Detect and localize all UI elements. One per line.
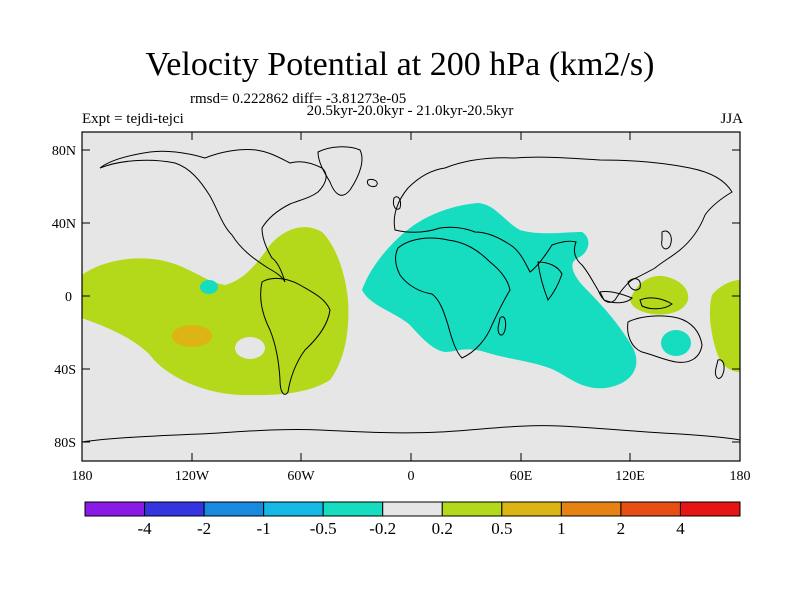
lon-label-180e: 180 (730, 469, 751, 484)
negative-region-indian-ocean (362, 203, 637, 389)
strong-positive-spot (172, 325, 212, 347)
lat-label-40s: 40S (54, 363, 76, 378)
season-label: JJA (720, 111, 743, 127)
colorbar-label-6: 0.5 (491, 519, 512, 538)
colorbar-label-1: -2 (197, 519, 211, 538)
subtitle-label: 20.5kyr-20.0kyr - 21.0kyr-20.5kyr (306, 103, 514, 119)
colorbar-box-10 (679, 501, 741, 517)
lat-label-80s: 80S (54, 436, 76, 451)
colorbar-label-2: -1 (257, 519, 271, 538)
colorbar-box-8 (560, 501, 622, 517)
colorbar-box-2 (203, 501, 265, 517)
colorbar-box-3 (263, 501, 324, 517)
colorbar-label-0: -4 (137, 519, 152, 538)
colorbar-box-7 (501, 501, 562, 517)
colorbar-label-8: 2 (617, 519, 626, 538)
lat-label-40n: 40N (52, 217, 76, 232)
lon-label-180w: 180 (72, 469, 93, 484)
lon-label-120e: 120E (615, 469, 645, 484)
colorbar-box-6 (441, 501, 503, 517)
lat-label-0: 0 (65, 290, 72, 305)
lon-label-0: 0 (408, 469, 415, 484)
positive-region-west-pacific (630, 275, 689, 315)
colorbar-label-5: 0.2 (432, 519, 453, 538)
lon-axis (81, 132, 741, 461)
colorbar-label-7: 1 (557, 519, 566, 538)
map-title: Velocity Potential at 200 hPa (km2/s) (145, 46, 655, 83)
colorbar-box-9 (620, 501, 681, 517)
colorbar-label-9: 4 (676, 519, 685, 538)
positive-region-east-edge (709, 280, 740, 372)
colorbar-box-0 (84, 501, 146, 517)
negative-spot-australia (661, 330, 691, 356)
lon-label-120w: 120W (175, 469, 210, 484)
lat-axis (82, 149, 740, 443)
negative-spot-east-pacific (200, 280, 218, 294)
coastlines (82, 146, 740, 443)
colorbar: -4 -2 -1 -0.5 -0.2 0.2 0.5 1 2 4 (84, 501, 741, 538)
positive-region-pacific-atlantic (82, 227, 349, 396)
colorbar-box-1 (144, 501, 205, 517)
experiment-label: Expt = tejdi-tejci (82, 111, 184, 127)
colorbar-label-3: -0.5 (310, 519, 337, 538)
lon-label-60w: 60W (287, 469, 315, 484)
lon-label-60e: 60E (510, 469, 533, 484)
colorbar-box-5 (382, 501, 443, 517)
colorbar-label-4: -0.2 (369, 519, 396, 538)
stats-label: rmsd= 0.222862 diff= -3.81273e-05 (190, 91, 407, 107)
lat-label-80n: 80N (52, 144, 76, 159)
colorbar-box-4 (322, 501, 384, 517)
neutral-hole-south-pacific (235, 337, 265, 359)
